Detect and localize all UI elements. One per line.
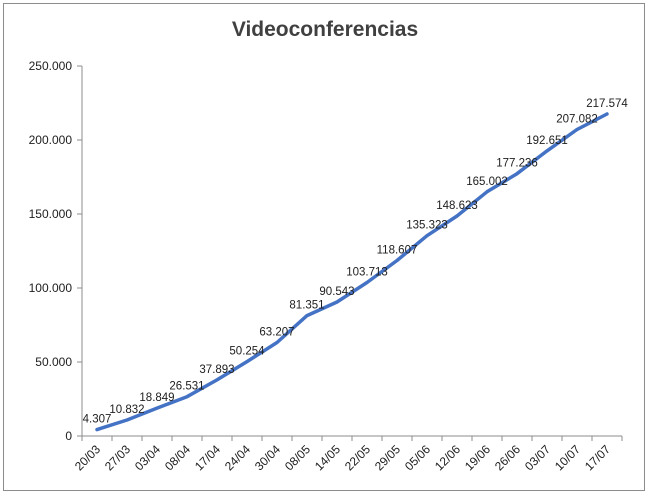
data-label: 81.351 (289, 300, 324, 312)
y-tick-label: 150.000 (29, 207, 73, 221)
data-label: 103.713 (346, 267, 388, 279)
data-point (485, 190, 489, 194)
data-label: 118.607 (377, 244, 418, 256)
x-tick-label: 10/07 (552, 442, 583, 473)
y-tick-label: 200.000 (29, 133, 73, 147)
data-point (575, 128, 579, 132)
data-point (425, 234, 429, 238)
data-label: 135.323 (406, 220, 448, 232)
y-tick-label: 0 (65, 429, 72, 443)
data-label: 192.651 (526, 135, 568, 147)
x-tick-label: 03/07 (522, 442, 553, 473)
data-label: 50.254 (229, 346, 265, 358)
x-tick-label: 17/07 (582, 442, 613, 473)
x-tick-label: 19/06 (462, 442, 493, 473)
y-tick-label: 250.000 (29, 59, 73, 73)
x-tick-label: 08/05 (282, 442, 313, 473)
data-label: 37.893 (199, 364, 234, 376)
data-label: 10.832 (109, 404, 144, 416)
data-label: 63.207 (259, 326, 294, 338)
data-point (545, 149, 549, 153)
x-tick-label: 29/05 (372, 442, 403, 473)
data-point (365, 281, 369, 285)
data-label: 207.082 (556, 114, 598, 126)
x-tick-label: 20/03 (72, 442, 103, 473)
x-tick-label: 12/06 (432, 442, 463, 473)
x-tick-label: 26/06 (492, 442, 523, 473)
data-point (335, 300, 339, 304)
x-tick-label: 05/06 (402, 442, 433, 473)
data-point (455, 214, 459, 218)
x-tick-label: 14/05 (312, 442, 343, 473)
data-label: 26.531 (169, 381, 204, 393)
data-point (275, 340, 279, 344)
data-label: 217.574 (586, 98, 628, 110)
series-line (95, 112, 609, 432)
x-tick-label: 22/05 (342, 442, 373, 473)
x-tick-label: 27/03 (102, 442, 133, 473)
chart-title: Videoconferencias (231, 18, 419, 41)
data-point (605, 112, 609, 116)
data-point (215, 378, 219, 382)
data-label: 177.236 (496, 158, 538, 170)
data-point (515, 172, 519, 176)
data-label: 18.849 (139, 392, 174, 404)
data-label: 165.002 (466, 176, 508, 188)
y-tick-label: 100.000 (29, 281, 73, 295)
data-point (245, 360, 249, 364)
x-tick-label: 08/04 (162, 442, 193, 473)
data-point (305, 314, 309, 318)
x-tick-label: 24/04 (222, 442, 253, 473)
chart-frame (3, 3, 645, 491)
data-point (125, 418, 129, 422)
x-tick-label: 17/04 (192, 442, 223, 473)
data-label: 90.543 (319, 286, 354, 298)
x-tick-label: 03/04 (132, 442, 163, 473)
data-label: 4.307 (83, 414, 112, 426)
y-tick-label: 50.000 (35, 355, 72, 369)
x-tick-label: 30/04 (252, 442, 283, 473)
data-label: 148.623 (436, 200, 478, 212)
data-point (185, 395, 189, 399)
data-point (155, 406, 159, 410)
data-point (395, 258, 399, 262)
data-point (95, 428, 99, 432)
